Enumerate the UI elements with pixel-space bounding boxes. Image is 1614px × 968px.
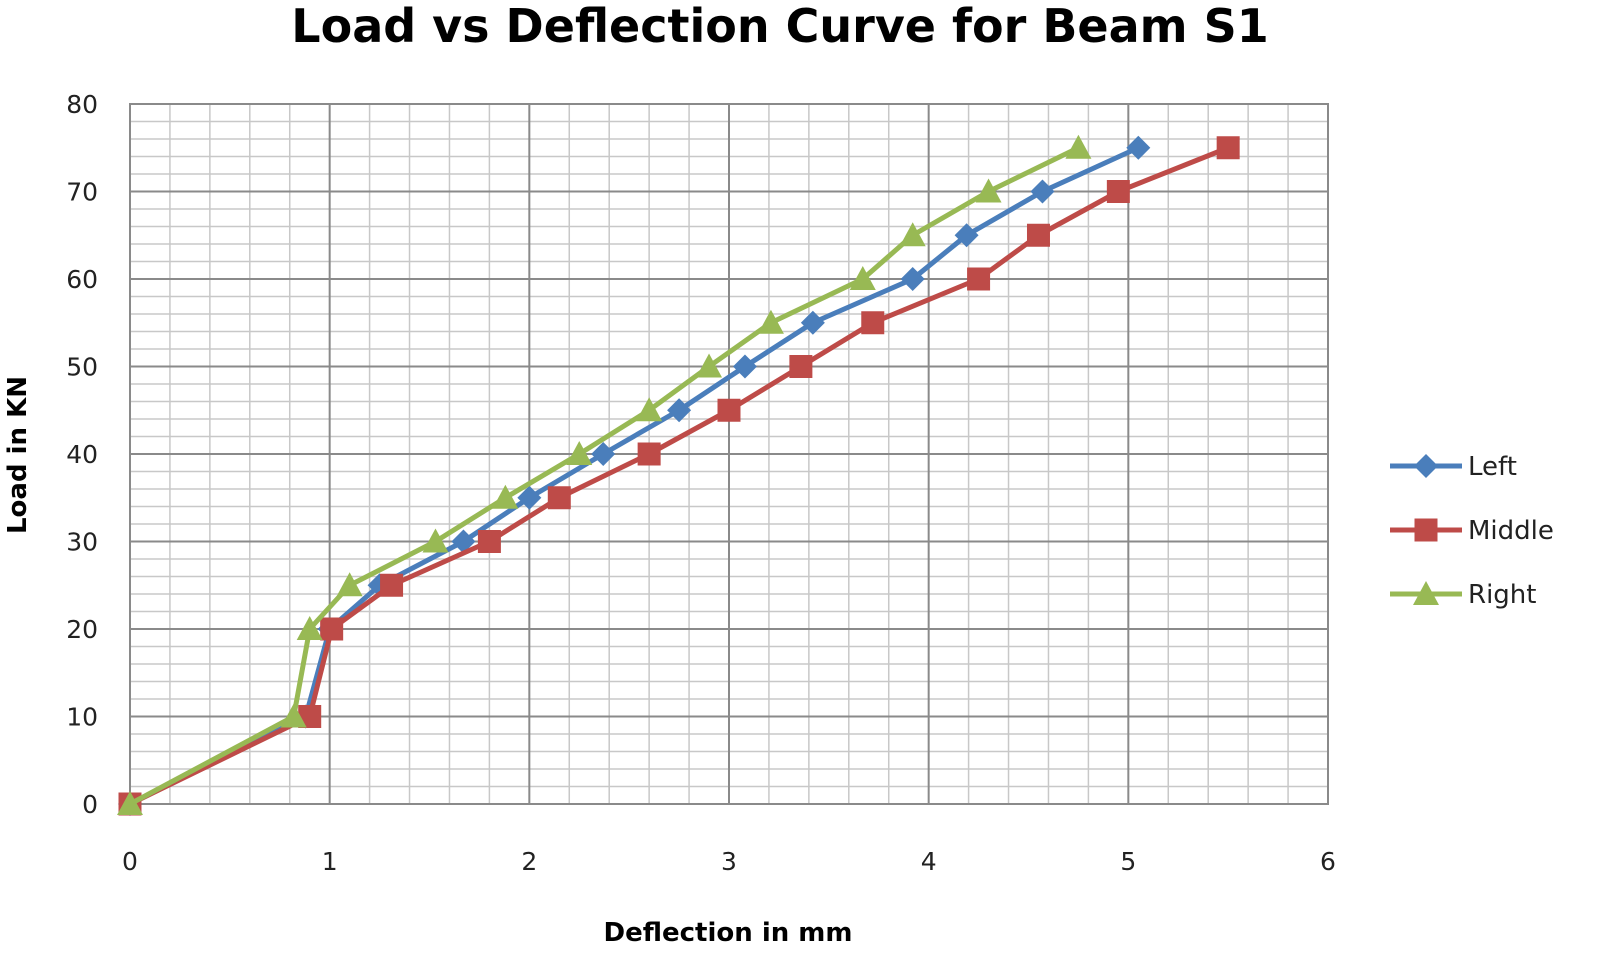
- legend-item-middle: Middle: [1390, 516, 1554, 546]
- x-tick-label: 0: [122, 847, 138, 876]
- legend-marker-left: [1414, 454, 1438, 478]
- data-point-left: [591, 442, 616, 466]
- x-tick-label: 4: [921, 847, 937, 876]
- data-point-left: [517, 485, 542, 510]
- series-right: [117, 134, 1092, 816]
- x-tick-label: 3: [721, 847, 737, 876]
- data-point-right: [422, 528, 449, 553]
- data-point-middle: [967, 267, 991, 291]
- grid: [129, 103, 1329, 805]
- legend-label-left: Left: [1468, 452, 1517, 482]
- data-point-right: [280, 703, 307, 728]
- data-point-left: [954, 223, 979, 248]
- data-point-middle: [1106, 180, 1130, 203]
- x-tick-label: 6: [1320, 847, 1336, 876]
- data-point-middle: [477, 530, 501, 553]
- data-point-right: [296, 616, 323, 641]
- y-tick-label: 0: [82, 790, 98, 819]
- data-point-left: [451, 529, 476, 554]
- x-tick-label: 1: [322, 847, 338, 876]
- series-middle: [118, 136, 1240, 816]
- data-point-middle: [547, 486, 571, 510]
- data-point-middle: [298, 705, 322, 728]
- data-point-right: [117, 791, 143, 816]
- data-point-middle: [789, 355, 813, 378]
- data-point-middle: [717, 398, 741, 422]
- legend-label-right: Right: [1468, 580, 1536, 610]
- data-point-right: [757, 309, 784, 334]
- y-axis-title: Load in KN: [3, 376, 33, 534]
- data-point-left: [1030, 179, 1055, 204]
- data-point-middle: [380, 573, 404, 597]
- x-tick-label: 5: [1120, 847, 1136, 876]
- y-tick-label: 70: [66, 178, 98, 207]
- data-point-middle: [861, 311, 885, 335]
- legend-label-middle: Middle: [1468, 516, 1554, 546]
- data-point-middle: [1026, 223, 1050, 247]
- legend-marker-middle: [1414, 518, 1438, 542]
- y-tick-label: 50: [66, 353, 98, 382]
- data-point-right: [975, 178, 1002, 203]
- y-tick-label: 80: [66, 90, 98, 119]
- legend-marker-right: [1413, 581, 1439, 606]
- plot-border: [129, 103, 1329, 805]
- data-point-left: [732, 354, 757, 379]
- data-point-middle: [1216, 136, 1240, 160]
- data-point-right: [696, 353, 723, 378]
- data-point-left: [1126, 135, 1151, 160]
- data-point-middle: [320, 617, 344, 641]
- data-point-right: [1065, 134, 1092, 159]
- data-point-left: [800, 310, 825, 335]
- legend: Left Middle Right: [1390, 452, 1554, 610]
- x-tick-label: 2: [521, 847, 537, 876]
- legend-item-right: Right: [1390, 580, 1536, 610]
- y-tick-label: 20: [66, 615, 98, 644]
- data-point-right: [492, 484, 519, 509]
- data-point-middle: [637, 442, 661, 466]
- y-tick-label: 10: [66, 703, 98, 732]
- y-tick-label: 40: [66, 440, 98, 469]
- chart-title: Load vs Deflection Curve for Beam S1: [291, 0, 1268, 53]
- data-point-right: [899, 222, 926, 247]
- plot-series: [117, 134, 1240, 816]
- data-point-right: [636, 397, 663, 422]
- y-tick-label: 30: [66, 528, 98, 557]
- data-point-left: [900, 267, 925, 291]
- y-tick-label: 60: [66, 265, 98, 294]
- data-point-left: [667, 398, 692, 423]
- legend-item-left: Left: [1390, 452, 1517, 482]
- data-point-right: [849, 266, 876, 291]
- x-axis-title: Deflection in mm: [604, 918, 853, 948]
- data-point-right: [336, 572, 363, 597]
- data-point-right: [566, 441, 593, 466]
